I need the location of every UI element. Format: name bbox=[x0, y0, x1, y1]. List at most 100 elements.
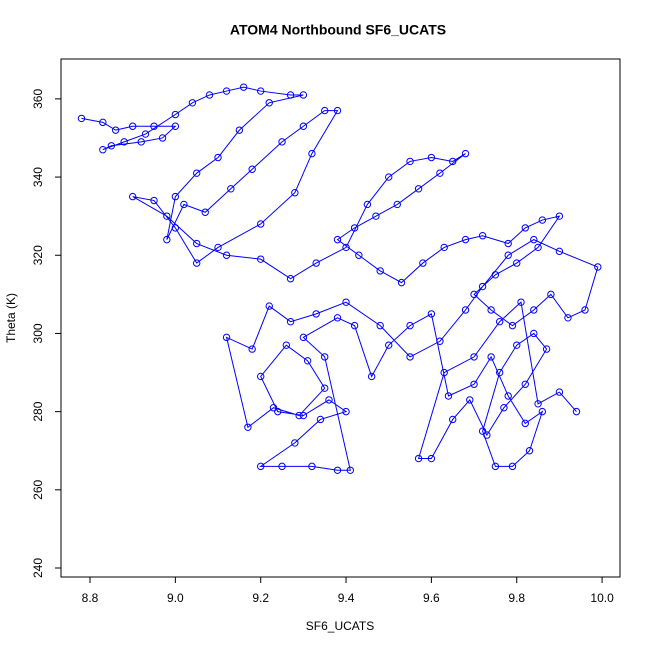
data-point bbox=[534, 400, 542, 408]
data-point bbox=[487, 306, 495, 314]
data-point bbox=[128, 122, 137, 130]
data-point bbox=[367, 372, 376, 381]
data-point bbox=[342, 243, 350, 252]
y-tick-label: 300 bbox=[31, 323, 45, 343]
data-point bbox=[440, 243, 448, 252]
data-point bbox=[564, 314, 572, 322]
data-point bbox=[150, 196, 158, 205]
data-point bbox=[257, 220, 265, 228]
data-point bbox=[321, 384, 329, 392]
data-point bbox=[111, 126, 120, 134]
data-point bbox=[107, 142, 116, 150]
data-point bbox=[470, 290, 478, 299]
data-point bbox=[504, 392, 512, 400]
data-point bbox=[248, 345, 256, 353]
data-point bbox=[350, 224, 359, 232]
data-point bbox=[308, 149, 316, 158]
data-point bbox=[572, 407, 581, 416]
data-point bbox=[436, 169, 444, 177]
data-point bbox=[461, 306, 470, 314]
data-point bbox=[372, 212, 380, 220]
data-point bbox=[303, 357, 312, 365]
data-point bbox=[363, 200, 372, 209]
data-point bbox=[478, 232, 487, 240]
data-point bbox=[427, 310, 436, 318]
data-point bbox=[487, 353, 495, 361]
data-point bbox=[419, 259, 427, 267]
data-point bbox=[171, 110, 180, 119]
y-tick-label: 340 bbox=[31, 167, 45, 187]
data-point bbox=[274, 407, 282, 416]
data-point bbox=[163, 212, 171, 220]
data-point bbox=[393, 200, 401, 209]
data-point bbox=[581, 306, 589, 314]
y-tick-label: 260 bbox=[31, 479, 45, 499]
data-point bbox=[376, 321, 384, 330]
data-point bbox=[504, 239, 512, 248]
data-point bbox=[257, 87, 265, 95]
data-point bbox=[376, 267, 384, 275]
data-point bbox=[478, 427, 487, 435]
data-line bbox=[81, 86, 599, 471]
data-point bbox=[321, 106, 329, 115]
data-point bbox=[265, 302, 273, 310]
data-point bbox=[120, 138, 128, 146]
data-point bbox=[257, 255, 265, 263]
data-point bbox=[227, 185, 235, 193]
data-point bbox=[555, 388, 564, 396]
data-point bbox=[525, 447, 534, 455]
data-point bbox=[521, 380, 529, 388]
data-point bbox=[406, 157, 414, 166]
data-point bbox=[312, 310, 320, 318]
x-tick-label: 8.8 bbox=[82, 591, 99, 605]
data-point bbox=[470, 380, 478, 388]
x-tick-label: 9.6 bbox=[423, 591, 440, 605]
data-point bbox=[470, 353, 478, 361]
data-point bbox=[192, 259, 201, 267]
data-point bbox=[239, 83, 248, 91]
data-point bbox=[427, 454, 436, 463]
data-point bbox=[286, 275, 295, 283]
data-point bbox=[427, 153, 436, 162]
data-point bbox=[278, 462, 286, 471]
data-point bbox=[291, 439, 299, 447]
data-point bbox=[205, 91, 214, 99]
data-point bbox=[333, 314, 342, 322]
data-point bbox=[150, 122, 158, 130]
data-point bbox=[214, 153, 222, 162]
data-point bbox=[385, 173, 393, 181]
data-point bbox=[461, 235, 470, 244]
x-tick-label: 9.8 bbox=[508, 591, 525, 605]
x-tick-label: 9.2 bbox=[252, 591, 269, 605]
data-point bbox=[99, 118, 107, 127]
data-point bbox=[257, 462, 265, 471]
y-tick-label: 320 bbox=[31, 245, 45, 265]
data-point bbox=[500, 404, 508, 412]
data-point bbox=[521, 224, 529, 232]
data-point bbox=[278, 138, 286, 146]
data-point bbox=[222, 251, 231, 259]
y-tick-label: 280 bbox=[31, 401, 45, 421]
data-point bbox=[461, 149, 470, 158]
x-tick-label: 10.0 bbox=[590, 591, 614, 605]
data-point bbox=[342, 407, 350, 416]
data-point bbox=[286, 91, 295, 99]
data-point bbox=[513, 341, 521, 349]
data-point bbox=[508, 321, 517, 330]
data-point bbox=[333, 466, 342, 474]
data-point bbox=[530, 329, 538, 338]
data-point bbox=[325, 396, 333, 404]
data-point bbox=[99, 145, 107, 154]
data-point bbox=[495, 318, 504, 326]
data-point bbox=[466, 396, 474, 404]
data-point bbox=[299, 122, 308, 130]
data-point bbox=[444, 392, 453, 400]
data-point bbox=[440, 368, 448, 377]
data-point bbox=[521, 419, 529, 428]
data-point bbox=[491, 462, 500, 471]
data-point bbox=[291, 189, 299, 197]
data-point bbox=[542, 345, 551, 353]
data-point bbox=[538, 407, 547, 416]
data-point bbox=[333, 106, 342, 115]
